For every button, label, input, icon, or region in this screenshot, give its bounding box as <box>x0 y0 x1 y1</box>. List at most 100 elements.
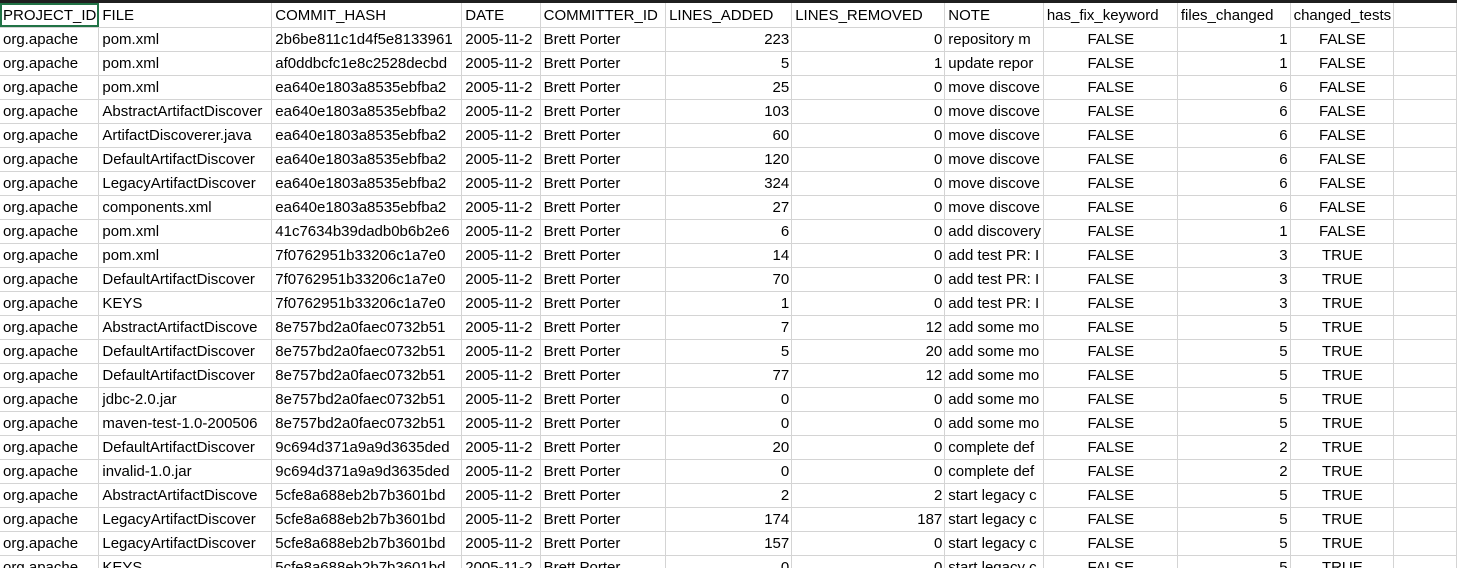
cell-changed-tests[interactable]: TRUE <box>1290 363 1395 388</box>
cell-commit-hash[interactable]: 7f0762951b33206c1a7e0 <box>271 267 463 292</box>
cell-committer-id[interactable]: Brett Porter <box>540 27 667 52</box>
cell-lines-removed[interactable]: 0 <box>791 171 946 196</box>
cell-file[interactable]: maven-test-1.0-200506 <box>98 411 273 436</box>
cell-project-id[interactable]: org.apache <box>0 267 100 292</box>
cell-files-changed[interactable]: 1 <box>1177 27 1291 52</box>
cell-note[interactable]: add some mo <box>944 339 1044 364</box>
cell-changed-tests[interactable]: TRUE <box>1290 507 1395 532</box>
cell-file[interactable]: invalid-1.0.jar <box>98 459 273 484</box>
cell-has-fix-keyword[interactable]: FALSE <box>1043 147 1178 172</box>
cell-lines-added[interactable]: 77 <box>665 363 793 388</box>
cell-date[interactable]: 2005-11-2 <box>461 51 541 76</box>
cell-has-fix-keyword[interactable]: FALSE <box>1043 339 1178 364</box>
cell-committer-id[interactable]: Brett Porter <box>540 75 667 100</box>
empty-cell[interactable] <box>1393 243 1457 268</box>
empty-cell[interactable] <box>1393 147 1457 172</box>
cell-file[interactable]: pom.xml <box>98 27 273 52</box>
empty-cell[interactable] <box>1393 27 1457 52</box>
cell-project-id[interactable]: org.apache <box>0 387 100 412</box>
empty-cell[interactable] <box>1393 3 1457 28</box>
cell-project-id[interactable]: org.apache <box>0 51 100 76</box>
cell-commit-hash[interactable]: af0ddbcfc1e8c2528decbd <box>271 51 463 76</box>
cell-files-changed[interactable]: 6 <box>1177 147 1291 172</box>
cell-changed-tests[interactable]: FALSE <box>1290 99 1395 124</box>
cell-lines-added[interactable]: 20 <box>665 435 793 460</box>
cell-lines-removed[interactable]: 0 <box>791 267 946 292</box>
cell-note[interactable]: add some mo <box>944 363 1044 388</box>
cell-note[interactable]: add discovery <box>944 219 1044 244</box>
cell-files-changed[interactable]: 3 <box>1177 267 1291 292</box>
cell-file[interactable]: AbstractArtifactDiscover <box>98 99 273 124</box>
cell-commit-hash[interactable]: 7f0762951b33206c1a7e0 <box>271 291 463 316</box>
cell-commit-hash[interactable]: 5cfe8a688eb2b7b3601bd <box>271 483 463 508</box>
cell-lines-removed[interactable]: 12 <box>791 363 946 388</box>
cell-date[interactable]: 2005-11-2 <box>461 483 541 508</box>
cell-project-id[interactable]: org.apache <box>0 363 100 388</box>
cell-file[interactable]: jdbc-2.0.jar <box>98 387 273 412</box>
empty-cell[interactable] <box>1393 411 1457 436</box>
cell-changed-tests[interactable]: TRUE <box>1290 411 1395 436</box>
cell-commit-hash[interactable]: 5cfe8a688eb2b7b3601bd <box>271 507 463 532</box>
cell-files-changed[interactable]: 5 <box>1177 531 1291 556</box>
cell-has-fix-keyword[interactable]: FALSE <box>1043 555 1178 568</box>
cell-committer-id[interactable]: Brett Porter <box>540 555 667 568</box>
header-cell-has-fix-keyword[interactable]: has_fix_keyword <box>1043 3 1178 28</box>
cell-lines-added[interactable]: 60 <box>665 123 793 148</box>
cell-commit-hash[interactable]: 7f0762951b33206c1a7e0 <box>271 243 463 268</box>
cell-changed-tests[interactable]: TRUE <box>1290 315 1395 340</box>
cell-changed-tests[interactable]: TRUE <box>1290 339 1395 364</box>
cell-changed-tests[interactable]: FALSE <box>1290 27 1395 52</box>
cell-commit-hash[interactable]: 2b6be811c1d4f5e8133961 <box>271 27 463 52</box>
cell-lines-removed[interactable]: 1 <box>791 51 946 76</box>
cell-note[interactable]: update repor <box>944 51 1044 76</box>
cell-lines-added[interactable]: 157 <box>665 531 793 556</box>
header-cell-changed-tests[interactable]: changed_tests <box>1290 3 1395 28</box>
cell-date[interactable]: 2005-11-2 <box>461 243 541 268</box>
empty-cell[interactable] <box>1393 171 1457 196</box>
cell-project-id[interactable]: org.apache <box>0 315 100 340</box>
cell-project-id[interactable]: org.apache <box>0 411 100 436</box>
cell-changed-tests[interactable]: TRUE <box>1290 291 1395 316</box>
cell-files-changed[interactable]: 5 <box>1177 411 1291 436</box>
cell-committer-id[interactable]: Brett Porter <box>540 291 667 316</box>
cell-lines-added[interactable]: 14 <box>665 243 793 268</box>
cell-commit-hash[interactable]: 41c7634b39dadb0b6b2e6 <box>271 219 463 244</box>
cell-file[interactable]: pom.xml <box>98 51 273 76</box>
cell-files-changed[interactable]: 6 <box>1177 123 1291 148</box>
cell-lines-added[interactable]: 0 <box>665 387 793 412</box>
cell-project-id[interactable]: org.apache <box>0 531 100 556</box>
cell-lines-added[interactable]: 6 <box>665 219 793 244</box>
cell-files-changed[interactable]: 5 <box>1177 483 1291 508</box>
cell-changed-tests[interactable]: TRUE <box>1290 387 1395 412</box>
cell-note[interactable]: start legacy c <box>944 531 1044 556</box>
cell-lines-removed[interactable]: 0 <box>791 291 946 316</box>
cell-project-id[interactable]: org.apache <box>0 219 100 244</box>
cell-has-fix-keyword[interactable]: FALSE <box>1043 243 1178 268</box>
cell-changed-tests[interactable]: TRUE <box>1290 267 1395 292</box>
cell-file[interactable]: ArtifactDiscoverer.java <box>98 123 273 148</box>
cell-changed-tests[interactable]: FALSE <box>1290 51 1395 76</box>
cell-file[interactable]: DefaultArtifactDiscover <box>98 339 273 364</box>
cell-changed-tests[interactable]: FALSE <box>1290 219 1395 244</box>
cell-committer-id[interactable]: Brett Porter <box>540 195 667 220</box>
cell-changed-tests[interactable]: TRUE <box>1290 531 1395 556</box>
cell-changed-tests[interactable]: TRUE <box>1290 483 1395 508</box>
cell-lines-removed[interactable]: 0 <box>791 435 946 460</box>
cell-files-changed[interactable]: 6 <box>1177 195 1291 220</box>
cell-lines-removed[interactable]: 0 <box>791 555 946 568</box>
cell-changed-tests[interactable]: TRUE <box>1290 555 1395 568</box>
empty-cell[interactable] <box>1393 435 1457 460</box>
cell-has-fix-keyword[interactable]: FALSE <box>1043 531 1178 556</box>
cell-committer-id[interactable]: Brett Porter <box>540 459 667 484</box>
header-cell-files-changed[interactable]: files_changed <box>1177 3 1291 28</box>
cell-date[interactable]: 2005-11-2 <box>461 555 541 568</box>
cell-committer-id[interactable]: Brett Porter <box>540 339 667 364</box>
empty-cell[interactable] <box>1393 195 1457 220</box>
cell-file[interactable]: pom.xml <box>98 75 273 100</box>
cell-lines-added[interactable]: 103 <box>665 99 793 124</box>
cell-committer-id[interactable]: Brett Porter <box>540 267 667 292</box>
cell-has-fix-keyword[interactable]: FALSE <box>1043 315 1178 340</box>
cell-date[interactable]: 2005-11-2 <box>461 267 541 292</box>
cell-lines-removed[interactable]: 187 <box>791 507 946 532</box>
cell-has-fix-keyword[interactable]: FALSE <box>1043 435 1178 460</box>
